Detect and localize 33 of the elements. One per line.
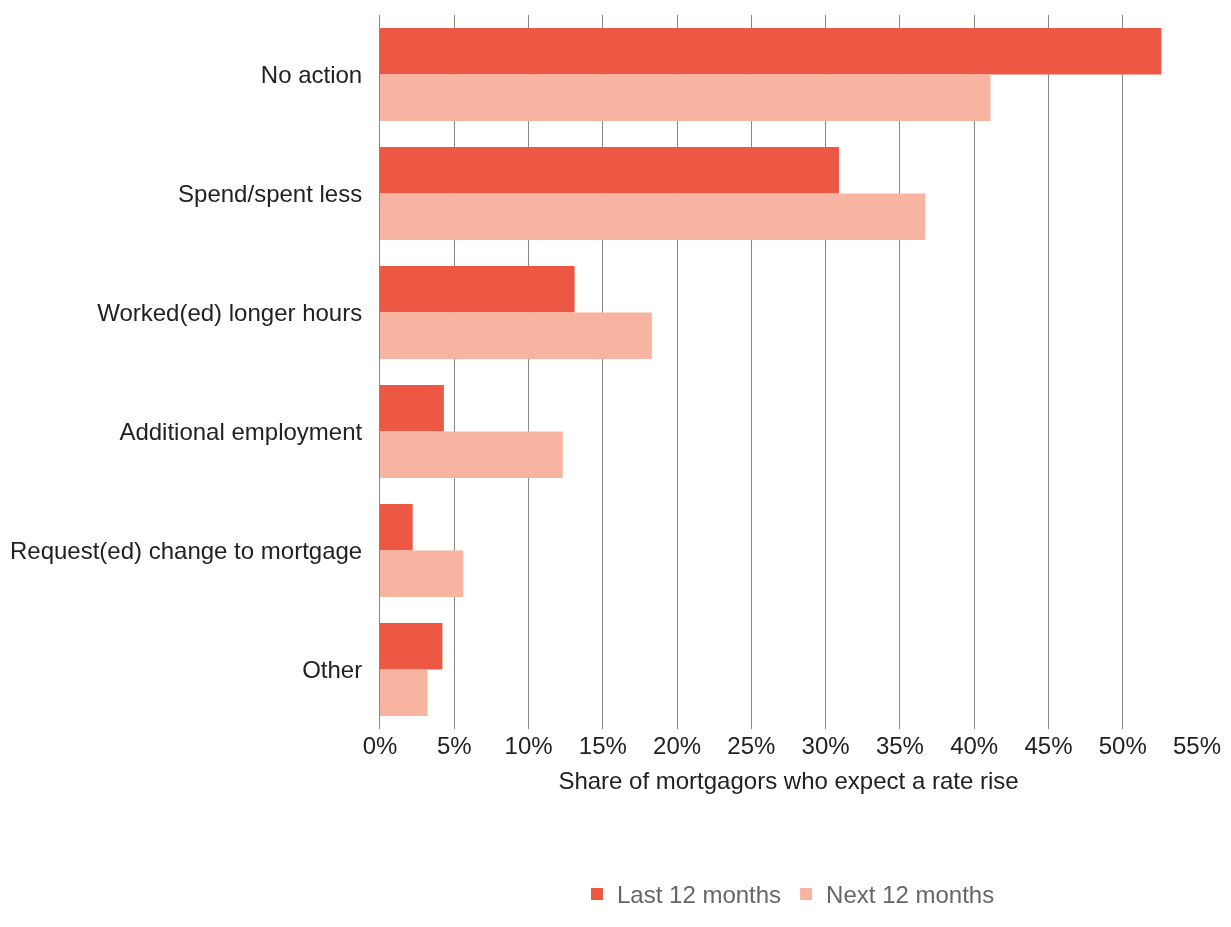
x-tick-label: 35% <box>875 732 924 759</box>
y-tick-label: Spend/spent less <box>178 179 363 207</box>
legend-label: Next 12 months <box>826 881 995 909</box>
bar <box>380 28 1162 75</box>
x-axis-title: Share of mortgagors who expect a rate rise <box>558 767 1019 795</box>
y-tick-label: Additional employment <box>119 417 363 445</box>
bar <box>380 312 652 359</box>
bar <box>380 193 926 240</box>
x-tick-label: 50% <box>1098 732 1147 759</box>
x-tick-label: 30% <box>801 732 850 759</box>
x-tick-label: 0% <box>362 732 398 759</box>
x-tick-label: 20% <box>653 732 702 759</box>
x-tick-label: 40% <box>950 732 999 759</box>
y-tick-label: No action <box>260 60 363 88</box>
x-tick-label: 15% <box>578 732 627 759</box>
y-tick-label: Worked(ed) longer hours <box>97 298 363 326</box>
y-tick-label: Request(ed) change to mortgage <box>9 536 363 564</box>
bar <box>380 74 991 121</box>
x-tick-label: 25% <box>727 732 776 759</box>
bar <box>380 504 413 551</box>
bar <box>380 431 563 478</box>
bar <box>380 669 428 716</box>
y-tick-label: Other <box>302 655 363 683</box>
x-tick-label: 10% <box>504 732 553 759</box>
x-tick-label: 45% <box>1024 732 1073 759</box>
x-tick-label: 55% <box>1172 732 1222 759</box>
bar <box>380 550 464 597</box>
bar <box>380 147 840 194</box>
bar <box>380 266 575 313</box>
bar <box>380 385 444 432</box>
bar <box>380 623 443 670</box>
legend-label: Last 12 months <box>617 881 782 909</box>
x-tick-label: 5% <box>436 732 472 759</box>
